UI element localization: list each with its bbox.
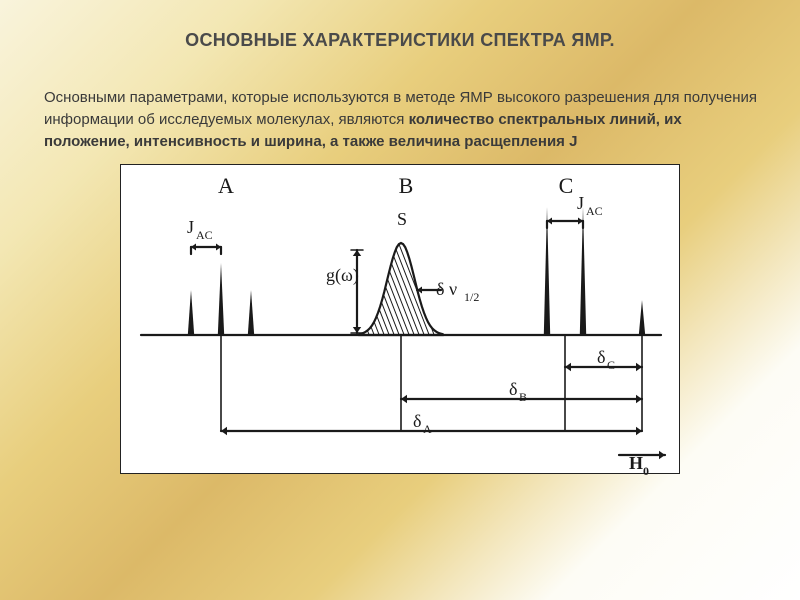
nmr-spectrum-figure: ABCJACJACSg(ω)δ ν1/2δCδBδAH0 — [120, 164, 680, 474]
svg-text:S: S — [397, 209, 407, 229]
svg-text:B: B — [399, 173, 414, 198]
svg-text:AC: AC — [196, 228, 213, 242]
body-paragraph: Основными параметрами, которые использую… — [40, 87, 760, 152]
svg-text:1/2: 1/2 — [464, 290, 479, 304]
svg-text:B: B — [519, 390, 527, 404]
svg-text:0: 0 — [643, 464, 649, 475]
svg-text:A: A — [423, 422, 432, 436]
nmr-svg: ABCJACJACSg(ω)δ ν1/2δCδBδAH0 — [121, 165, 681, 475]
svg-text:J: J — [187, 217, 194, 237]
svg-text:δ: δ — [413, 411, 421, 431]
svg-text:J: J — [577, 193, 584, 213]
svg-text:A: A — [218, 173, 234, 198]
svg-text:δ: δ — [597, 347, 605, 367]
svg-text:C: C — [607, 358, 615, 372]
svg-text:δ: δ — [509, 379, 517, 399]
svg-text:H: H — [629, 453, 643, 473]
svg-text:AC: AC — [586, 204, 603, 218]
svg-text:g(ω): g(ω) — [326, 265, 359, 286]
svg-text:δ ν: δ ν — [436, 279, 457, 299]
figure-wrap: ABCJACJACSg(ω)δ ν1/2δCδBδAH0 — [40, 164, 760, 474]
svg-text:C: C — [559, 173, 574, 198]
slide-title: ОСНОВНЫЕ ХАРАКТЕРИСТИКИ СПЕКТРА ЯМР. — [40, 30, 760, 51]
slide-content: ОСНОВНЫЕ ХАРАКТЕРИСТИКИ СПЕКТРА ЯМР. Осн… — [0, 0, 800, 484]
